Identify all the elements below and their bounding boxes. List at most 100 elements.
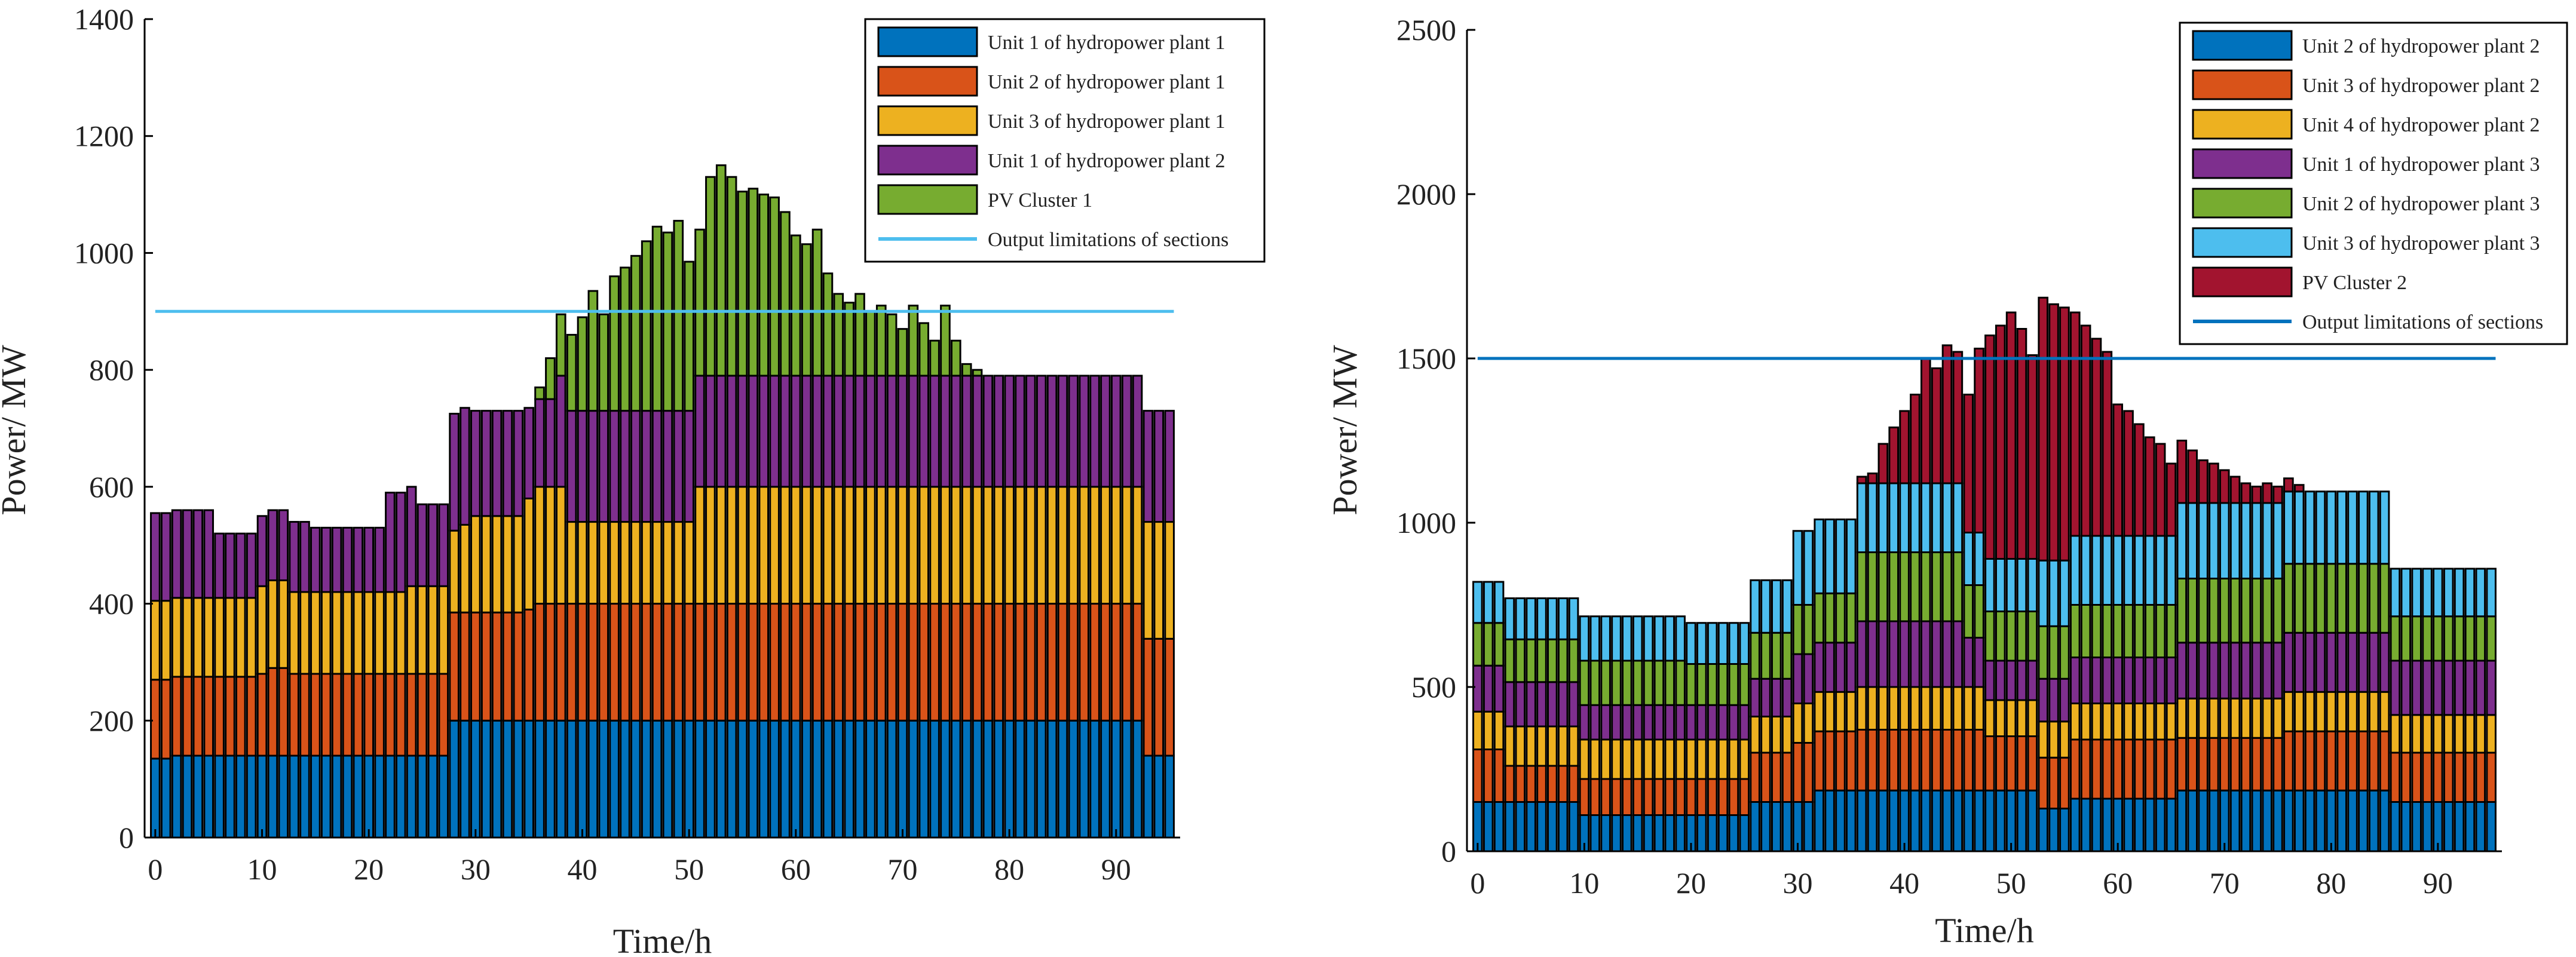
bar-s2-t31 (480, 611, 492, 722)
bar-s5-t45 (630, 254, 641, 412)
bar-s5-t29 (1781, 631, 1793, 680)
bar-s5-t28 (1771, 631, 1782, 680)
bar-s2-t54 (2048, 756, 2059, 809)
bar-s2-t32 (491, 611, 503, 722)
bar-s1-t2 (171, 754, 182, 839)
bar-s4-t22 (1707, 704, 1718, 741)
bar-s5-t58 (2091, 604, 2102, 658)
bar-s4-t31 (1803, 653, 1814, 704)
x-tick-label-0: 0 (1470, 866, 1485, 900)
bar-s6-t32 (1814, 519, 1825, 594)
bar-s3-t19 (1675, 738, 1686, 780)
bar-s6-t58 (2091, 535, 2102, 606)
bar-s1-t95 (2486, 801, 2497, 852)
bar-s1-t74 (2262, 789, 2272, 852)
bar-s5-t15 (1632, 660, 1643, 706)
bar-s6-t46 (1963, 532, 1974, 586)
bar-s1-t52 (2027, 789, 2038, 852)
bar-s4-t4 (1515, 681, 1526, 728)
bar-s7-t65 (2165, 462, 2177, 537)
bar-s1-t42 (1920, 789, 1931, 852)
bar-s6-t74 (2262, 502, 2272, 579)
bar-s5-t77 (972, 369, 983, 377)
bar-s6-t41 (1910, 482, 1920, 553)
bar-s1-t8 (1557, 801, 1569, 852)
bar-s1-t78 (982, 719, 994, 839)
bar-s3-t11 (1589, 738, 1601, 780)
bar-s6-t44 (1941, 482, 1953, 553)
bar-s1-t55 (737, 719, 748, 839)
bar-s2-t62 (811, 603, 823, 722)
bar-s2-t91 (1121, 603, 1132, 722)
bar-s1-t84 (1046, 719, 1058, 839)
bar-s3-t24 (1728, 738, 1739, 780)
bar-s5-t2 (1493, 622, 1505, 667)
bar-s5-t57 (758, 194, 770, 377)
bar-s1-t53 (715, 719, 727, 839)
bar-s2-t20 (363, 673, 375, 757)
bar-s2-t53 (2038, 756, 2049, 809)
bar-s4-t40 (577, 410, 588, 523)
bar-s5-t53 (715, 164, 727, 377)
bar-s2-t52 (2027, 735, 2038, 792)
bar-s3-t34 (1835, 691, 1846, 732)
bar-s2-t9 (246, 676, 257, 757)
bar-s2-t90 (2433, 752, 2443, 803)
bar-s6-t50 (2005, 558, 2017, 612)
bar-s4-t29 (1781, 677, 1793, 717)
bar-s6-t39 (1888, 482, 1900, 553)
bar-s4-t64 (2155, 657, 2166, 704)
bar-s2-t44 (620, 603, 630, 722)
bar-s2-t74 (940, 603, 951, 722)
bar-s6-t43 (1931, 482, 1942, 553)
bar-s3-t64 (2155, 703, 2166, 741)
bar-s3-t73 (929, 486, 940, 605)
bar-s7-t60 (2112, 403, 2124, 537)
bar-s2-t94 (1153, 637, 1165, 757)
bar-s4-t5 (203, 509, 215, 599)
bar-s6-t42 (1920, 482, 1931, 553)
bar-s4-t25 (1739, 704, 1750, 741)
bar-s1-t62 (2134, 798, 2145, 852)
bar-s5-t89 (2422, 615, 2433, 662)
bar-s1-t56 (748, 719, 759, 839)
bar-s7-t53 (2038, 296, 2049, 562)
series-2 (150, 603, 1175, 760)
bar-s3-t0 (1472, 710, 1483, 750)
bar-s7-t72 (2240, 482, 2252, 504)
bar-s3-t48 (662, 521, 673, 605)
bar-s1-t53 (2038, 808, 2049, 852)
bar-s3-t19 (353, 591, 364, 675)
bar-s7-t55 (2059, 306, 2070, 562)
bar-s2-t34 (513, 611, 524, 722)
bar-s6-t88 (2411, 568, 2422, 618)
bar-s3-t38 (1877, 686, 1889, 731)
bar-s7-t76 (2283, 477, 2294, 493)
bar-s4-t51 (694, 375, 705, 488)
bar-s2-t88 (1089, 603, 1100, 722)
bar-s6-t0 (1472, 581, 1483, 624)
bar-s4-t29 (460, 407, 470, 526)
bar-s3-t51 (2016, 699, 2027, 737)
bar-s4-t73 (2251, 642, 2262, 700)
bar-s1-t59 (780, 719, 791, 839)
bar-s4-t95 (2486, 660, 2497, 716)
bar-s3-t3 (182, 597, 193, 678)
bar-s5-t62 (2134, 604, 2145, 658)
bar-s5-t42 (598, 313, 609, 412)
bar-s1-t24 (406, 754, 417, 839)
bar-s2-t41 (587, 603, 599, 722)
bar-s7-t77 (2293, 484, 2305, 493)
bar-s4-t54 (2048, 677, 2059, 723)
bar-s1-t85 (2379, 789, 2390, 852)
bar-s3-t16 (1643, 738, 1654, 780)
bar-s4-t26 (1750, 677, 1760, 717)
bar-s1-t36 (1856, 789, 1867, 852)
bar-s3-t45 (630, 521, 641, 605)
bar-s1-t41 (587, 719, 599, 839)
bar-s2-t71 (2229, 737, 2241, 792)
bar-s2-t64 (833, 603, 844, 722)
bar-s2-t89 (2422, 752, 2433, 803)
bar-s2-t93 (2464, 752, 2476, 803)
